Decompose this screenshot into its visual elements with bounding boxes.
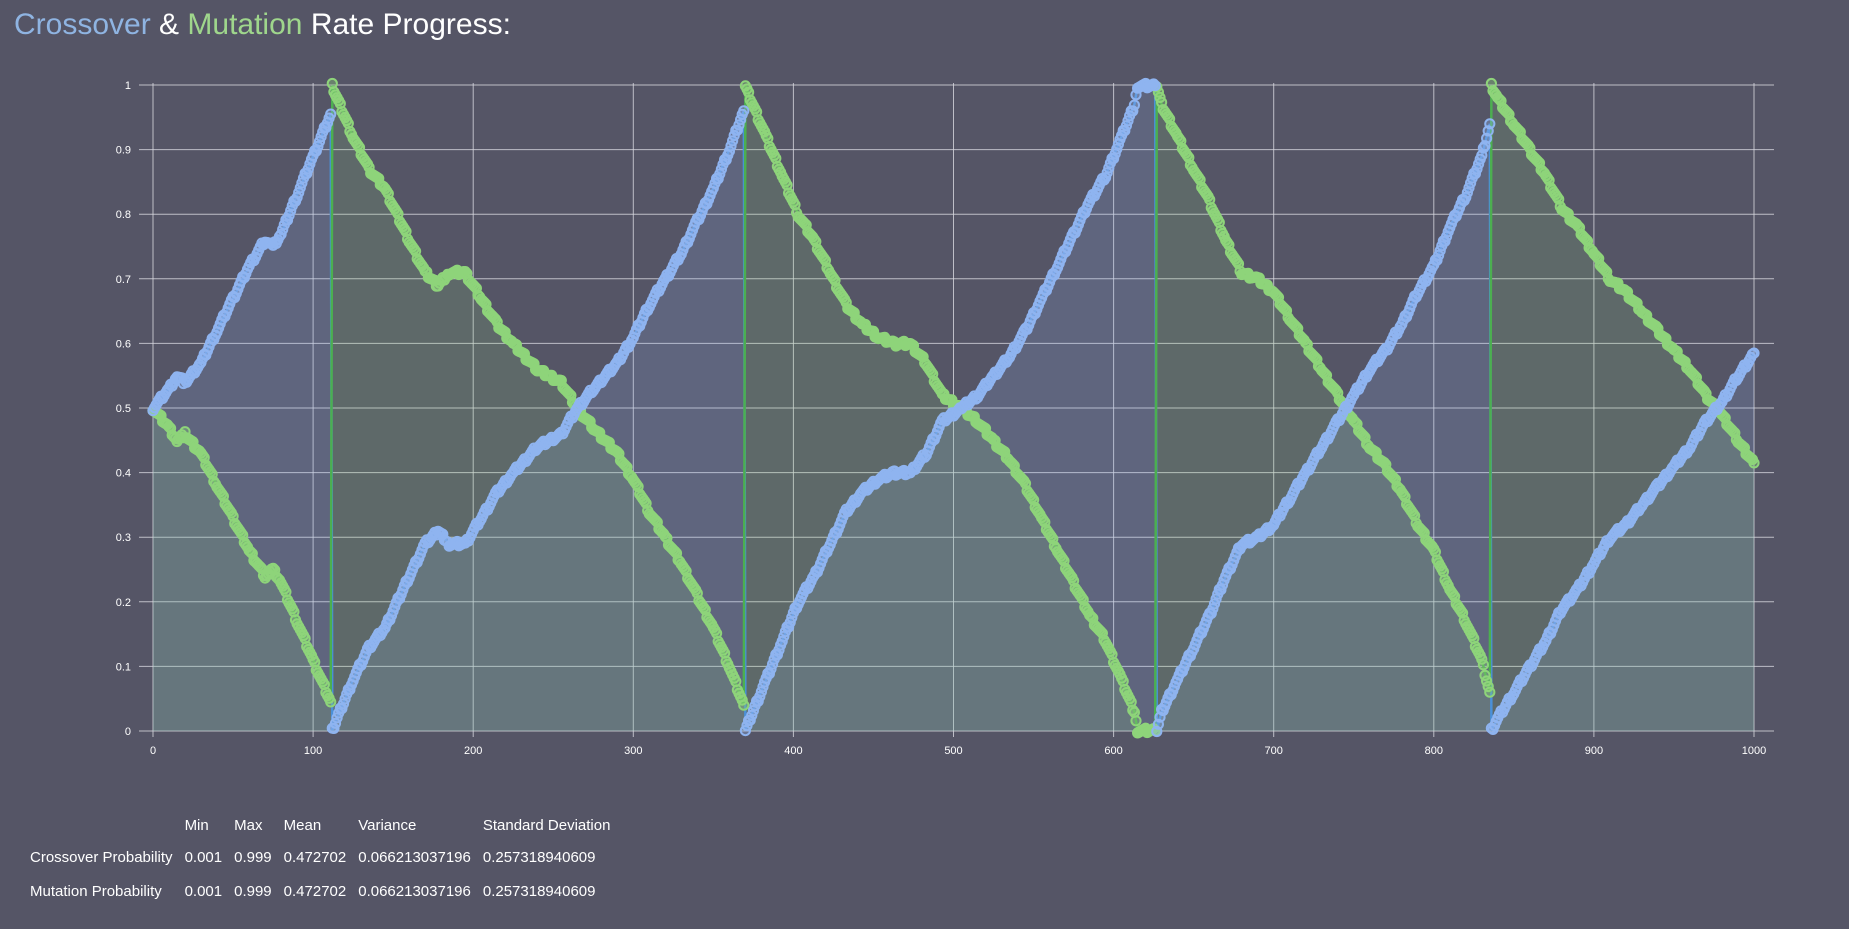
y-tick-label: 0.6 [116, 338, 131, 350]
stats-cell-max: 0.999 [234, 848, 272, 866]
mutation-point [1484, 686, 1496, 698]
mutation-point [738, 699, 750, 711]
stats-cell-std: 0.257318940609 [482, 882, 596, 900]
crossover-point [1128, 99, 1141, 111]
crossover-area [153, 85, 1754, 732]
y-tick-label: 1 [125, 80, 131, 92]
x-tick-label: 1000 [1742, 745, 1766, 757]
mutation-point [1130, 715, 1142, 727]
crossover-point [1149, 80, 1161, 92]
stats-row-crossover: Crossover Probability 0.001 0.999 0.4727… [30, 840, 610, 874]
stats-row-label: Mutation Probability [30, 882, 162, 900]
crossover-point [738, 105, 750, 117]
title-mutation-word: Mutation [187, 8, 303, 41]
y-tick-label: 0.1 [116, 661, 131, 673]
y-tick-label: 0.9 [116, 145, 131, 157]
x-tick-label: 100 [304, 745, 322, 757]
x-tick-label: 200 [464, 745, 482, 757]
x-tick-label: 300 [624, 745, 642, 757]
stats-cell-std: 0.257318940609 [482, 848, 596, 866]
title-ampersand: & [159, 8, 180, 41]
chart-title: Crossover & Mutation Rate Progress: [14, 6, 511, 44]
x-tick-label: 800 [1425, 745, 1443, 757]
x-tick-label: 900 [1585, 745, 1603, 757]
stats-cell-mean: 0.472702 [283, 882, 347, 900]
x-tick-label: 700 [1265, 745, 1283, 757]
x-tick-label: 0 [150, 745, 156, 757]
y-tick-label: 0.4 [116, 468, 131, 480]
mutation-point [1477, 659, 1490, 671]
stats-row-mutation: Mutation Probability 0.001 0.999 0.47270… [30, 874, 610, 908]
y-tick-label: 0.2 [116, 597, 131, 609]
y-axis-ticks: 0 0.1 0.2 0.3 0.4 0.5 0.6 0.7 0.8 0.9 1 [116, 80, 131, 738]
stats-cell-variance: 0.066213037196 [358, 848, 471, 866]
stats-row-label: Crossover Probability [30, 848, 173, 866]
crossover-markers [147, 77, 1760, 738]
stats-header-min: Min [184, 816, 209, 834]
crossover-point [1748, 347, 1760, 359]
title-rest: Rate Progress: [310, 8, 511, 41]
statistics-table: Min Max Mean Variance Standard Deviation… [18, 810, 622, 908]
x-axis-ticks: 0 100 200 300 400 500 600 700 800 900 1000 [150, 745, 1766, 757]
crossover-point [325, 108, 337, 120]
title-crossover-word: Crossover [14, 8, 151, 41]
chart-grid [139, 83, 1774, 737]
x-tick-label: 500 [944, 745, 962, 757]
y-tick-label: 0.3 [116, 532, 131, 544]
y-tick-label: 0.7 [116, 274, 131, 286]
stats-cell-mean: 0.472702 [283, 848, 347, 866]
stats-header-row: Min Max Mean Variance Standard Deviation [30, 810, 611, 840]
y-tick-label: 0.8 [116, 209, 131, 221]
stats-header-mean: Mean [283, 816, 322, 834]
stats-cell-min: 0.001 [184, 848, 223, 866]
stats-cell-min: 0.001 [184, 882, 223, 900]
mutation-markers [147, 77, 1760, 739]
y-tick-label: 0.5 [116, 403, 131, 415]
stats-cell-max: 0.999 [234, 882, 272, 900]
mutation-point [1748, 457, 1760, 469]
rate-progress-chart: 0 0.1 0.2 0.3 0.4 0.5 0.6 0.7 0.8 0.9 1 0 100 200 300… [116, 77, 1774, 757]
x-tick-label: 600 [1104, 745, 1122, 757]
mutation-point [325, 696, 337, 708]
stats-header-max: Max [234, 816, 263, 834]
stats-header-blank [30, 810, 173, 840]
x-tick-label: 400 [784, 745, 802, 757]
stats-header-variance: Variance [358, 816, 417, 834]
stats-cell-variance: 0.066213037196 [358, 882, 471, 900]
y-tick-label: 0 [125, 726, 131, 738]
stats-header-std: Standard Deviation [482, 816, 611, 834]
chart-markers [147, 77, 1760, 739]
crossover-point [1484, 118, 1496, 130]
